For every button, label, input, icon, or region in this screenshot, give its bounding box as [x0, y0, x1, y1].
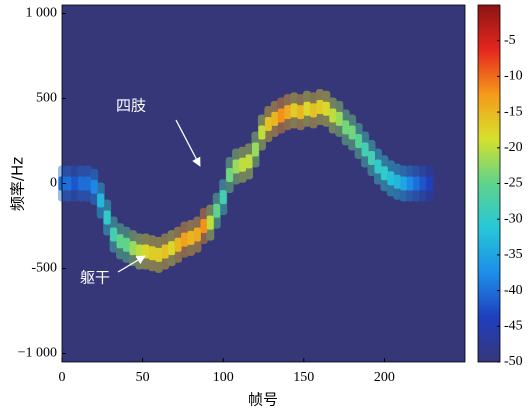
- spectrum-cell: [161, 244, 169, 259]
- halo-layer: [58, 89, 434, 273]
- spectrum-cell: [77, 176, 85, 191]
- spectrum-cell: [355, 134, 363, 148]
- arrow: [175, 119, 201, 167]
- spectrum-cell: [426, 176, 434, 191]
- spectrum-cell: [277, 108, 285, 123]
- colorbar-tick-label: -50: [504, 354, 523, 369]
- spectrum-cell: [213, 203, 221, 218]
- spectrum-cell: [226, 168, 234, 182]
- spectrum-cell: [387, 171, 395, 186]
- colorbar-tick-label: -25: [504, 176, 523, 191]
- colorbar-tick-label: -30: [504, 211, 523, 226]
- x-axis-label: 帧号: [248, 391, 278, 409]
- spectrum-cell: [148, 246, 156, 261]
- y-tick-label: 500: [36, 91, 57, 106]
- spectrum-cell: [122, 237, 130, 252]
- colorbar-tick-label: -45: [504, 319, 523, 334]
- y-tick-label: 1 000: [26, 6, 58, 21]
- spectrum-cell: [258, 125, 266, 140]
- spectrum-cell: [97, 193, 105, 208]
- arrow: [117, 255, 146, 273]
- spectrum-cell: [374, 159, 382, 174]
- spectrum-cell: [361, 142, 369, 157]
- spectrum-cell: [168, 241, 176, 256]
- colorbar-tick-label: -35: [504, 247, 523, 262]
- spectrum-cell: [290, 103, 298, 118]
- spectrum-cell: [174, 237, 182, 252]
- colorbar: [477, 4, 501, 363]
- spectrum-cell: [271, 111, 279, 126]
- spectrum-cell: [239, 157, 247, 172]
- colorbar-tick-label: -15: [504, 104, 523, 119]
- spectrum-cell: [303, 101, 311, 116]
- spectrum-cell: [251, 142, 259, 157]
- spectrum-cell: [316, 100, 324, 114]
- y-tick-label: 0: [50, 176, 57, 191]
- spectrum-cell: [200, 219, 208, 233]
- spectrum-cell: [413, 176, 421, 191]
- spectrum-cell: [135, 244, 143, 259]
- spectrum-cell: [155, 247, 163, 262]
- x-tick-label: 0: [59, 370, 66, 385]
- spectrum-cell: [284, 105, 292, 120]
- colorbar-tick-label: -10: [504, 69, 523, 84]
- spectrum-cell: [84, 176, 92, 191]
- spectrum-cell: [419, 176, 427, 191]
- x-tick-label: 100: [213, 370, 234, 385]
- spectrum-cell: [329, 108, 337, 123]
- spectrum-cell: [348, 125, 356, 140]
- spectrum-cell: [380, 166, 388, 181]
- spectrum-cell: [245, 154, 253, 169]
- spectrum-cell: [129, 241, 137, 256]
- spectrum-cell: [206, 215, 214, 230]
- y-tick-label: -500: [31, 261, 57, 276]
- annotation: 躯干: [80, 269, 110, 287]
- spectrum-cell: [64, 176, 72, 191]
- spectrum-cell: [103, 210, 111, 225]
- x-tick-label: 200: [374, 370, 395, 385]
- y-tick-label: −1 000: [18, 346, 57, 361]
- spectrum-cell: [90, 179, 98, 194]
- spectrum-cell: [181, 232, 189, 247]
- spectrum-cell: [400, 176, 408, 191]
- spectrum-cell: [110, 227, 118, 242]
- spectrum-cell: [393, 174, 401, 189]
- spectrum-cell: [309, 103, 317, 118]
- annotation: 四肢: [116, 97, 146, 115]
- spectrum-cell: [297, 105, 305, 120]
- spectrum-cell: [71, 176, 79, 191]
- spectrum-cell: [142, 244, 150, 259]
- colorbar-tick-label: -40: [504, 283, 523, 298]
- spectrum-cell: [264, 117, 272, 131]
- spectrum-cell: [193, 227, 201, 242]
- y-axis-label: 频率/Hz: [9, 157, 27, 211]
- spectrum-cell: [232, 159, 240, 174]
- spectrum-cell: [342, 120, 350, 135]
- x-tick-label: 150: [293, 370, 314, 385]
- spectrum-cell: [322, 101, 330, 116]
- spectrum-cell: [335, 111, 343, 126]
- spectrum-cell: [116, 234, 124, 249]
- colorbar-tick-label: -20: [504, 140, 523, 155]
- spectrum-cell: [219, 190, 227, 205]
- x-tick-label: 50: [136, 370, 150, 385]
- colorbar-tick-label: -5: [504, 33, 516, 48]
- spectrum-cell: [368, 151, 376, 165]
- spectrum-cell: [187, 230, 195, 245]
- spectrum-cell: [406, 176, 414, 191]
